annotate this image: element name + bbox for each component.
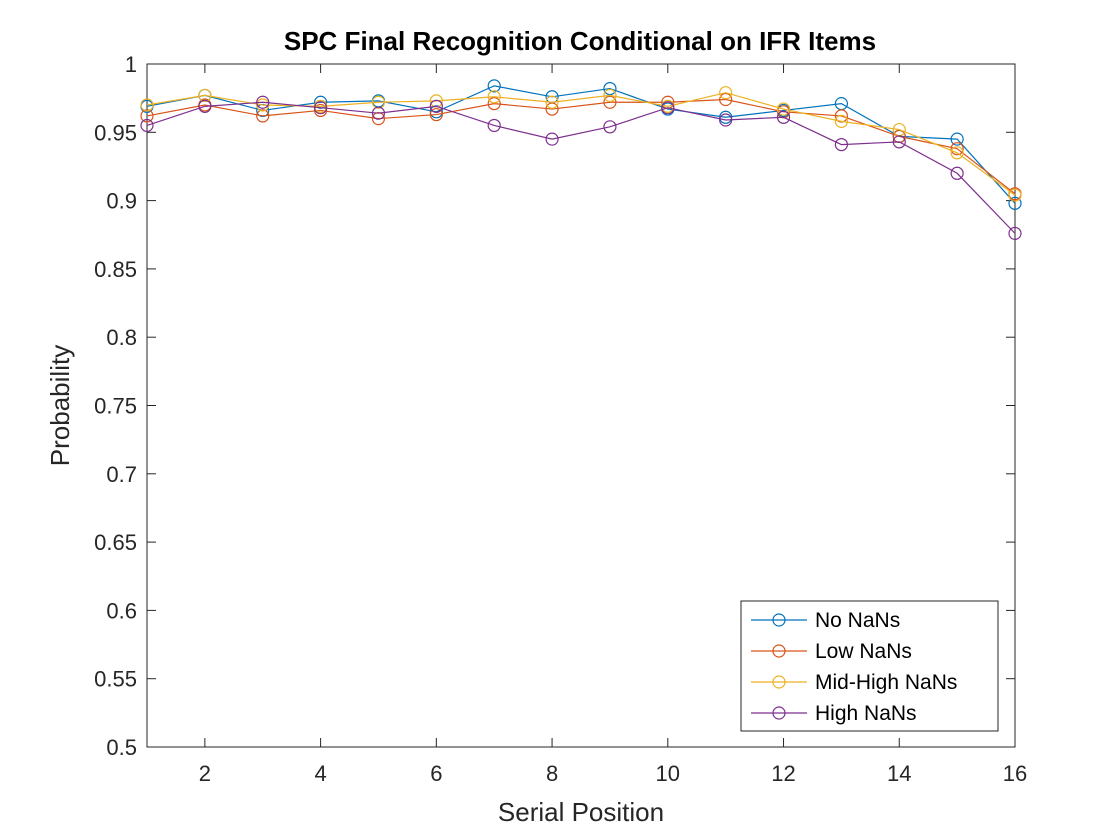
legend-label: Low NaNs <box>815 640 912 663</box>
y-tick-label: 0.55 <box>94 667 137 692</box>
data-point <box>371 106 386 120</box>
y-tick-label: 0.6 <box>106 598 137 623</box>
series-line <box>146 85 1016 204</box>
data-point <box>1008 188 1022 202</box>
data-point <box>1008 226 1022 240</box>
data-point <box>834 137 849 152</box>
data-point <box>429 107 443 122</box>
y-tick-label: 0.65 <box>94 530 137 555</box>
x-tick-label: 6 <box>430 761 442 786</box>
series-high-nans <box>140 95 1022 240</box>
y-tick-label: 0.85 <box>94 257 137 282</box>
data-point <box>892 135 906 149</box>
legend-item: Low NaNs <box>751 640 912 663</box>
series-line <box>146 101 1016 234</box>
data-point <box>198 99 212 113</box>
y-tick-label: 0.95 <box>94 120 137 145</box>
data-point <box>198 88 212 103</box>
y-tick-label: 1 <box>125 52 137 77</box>
data-point <box>545 102 559 116</box>
legend-label: No NaNs <box>815 609 900 632</box>
x-tick-label: 16 <box>1003 761 1027 786</box>
series-line <box>146 92 1016 196</box>
data-point <box>950 146 964 160</box>
data-point <box>776 110 791 124</box>
data-point <box>371 95 386 109</box>
data-point <box>603 81 617 96</box>
data-point <box>834 114 849 128</box>
data-point <box>603 120 617 134</box>
data-point <box>719 92 733 107</box>
axis-ticks <box>147 63 1016 748</box>
data-point <box>776 102 791 116</box>
legend-marker <box>772 613 786 627</box>
data-point <box>719 113 733 127</box>
x-tick-label: 8 <box>546 761 558 786</box>
data-point <box>719 86 733 100</box>
legend-label: Mid-High NaNs <box>815 671 957 694</box>
chart-title: SPC Final Recognition Conditional on IFR… <box>284 26 876 56</box>
data-point <box>256 109 270 123</box>
x-tick-label: 4 <box>314 761 326 786</box>
data-point <box>256 95 270 109</box>
data-point <box>487 118 501 133</box>
data-point <box>487 90 501 104</box>
legend-marker <box>772 675 786 689</box>
data-point <box>1008 196 1022 210</box>
data-point <box>950 166 964 180</box>
x-tick-label: 14 <box>887 761 911 786</box>
y-tick-label: 0.8 <box>106 325 137 350</box>
x-axis-label: Serial Position <box>498 797 664 827</box>
y-axis-label: Probability <box>45 345 75 466</box>
series-mid-high-nans <box>140 86 1022 202</box>
x-tick-label: 2 <box>199 761 211 786</box>
data-point <box>487 97 501 111</box>
data-point <box>661 101 675 115</box>
x-tick-label: 10 <box>656 761 680 786</box>
legend-marker <box>772 644 786 658</box>
data-point <box>314 101 328 115</box>
data-point <box>429 99 443 113</box>
legend-item: Mid-High NaNs <box>751 671 957 694</box>
legend-item: High NaNs <box>751 702 917 725</box>
legend-marker <box>772 706 786 720</box>
y-tick-label: 0.7 <box>106 462 137 487</box>
data-point <box>950 142 964 156</box>
legend: No NaNs Low NaNs Mid-High NaNs High NaNs <box>740 600 999 732</box>
y-tick-label: 0.75 <box>94 394 137 419</box>
y-tick-label: 0.9 <box>106 189 137 214</box>
data-point <box>603 88 617 103</box>
legend-item: No NaNs <box>751 609 900 632</box>
data-point <box>545 132 559 146</box>
data-point <box>140 118 154 133</box>
axis-tick-labels: 2 4 6 8 10 12 14 16 0.5 0.55 0.6 0.65 0.7 0.75 0.8 0.85… <box>94 52 1027 786</box>
data-point <box>603 95 617 109</box>
series-layer <box>140 79 1022 240</box>
data-point <box>140 98 154 112</box>
y-tick-label: 0.5 <box>106 735 137 760</box>
data-point <box>950 132 964 146</box>
series-line <box>146 98 1016 195</box>
data-point <box>545 95 559 109</box>
data-point <box>487 79 501 93</box>
x-tick-label: 12 <box>771 761 795 786</box>
data-point <box>140 109 154 123</box>
legend-label: High NaNs <box>815 702 917 725</box>
